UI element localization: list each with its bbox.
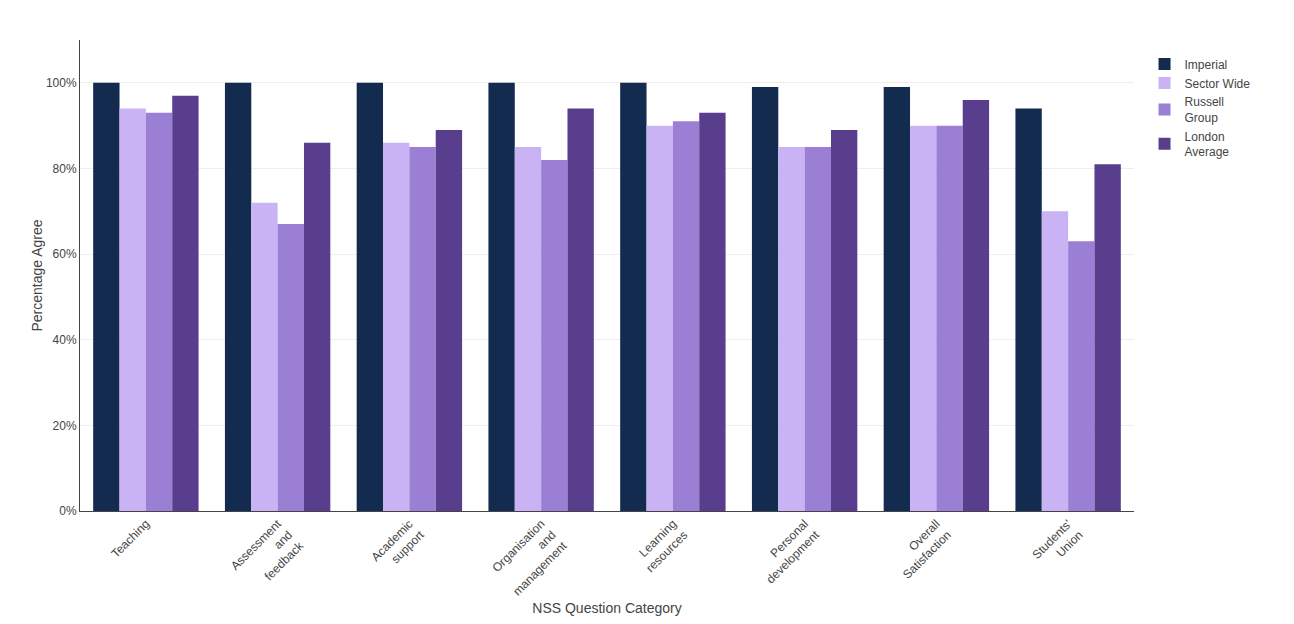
svg-text:0%: 0%: [59, 504, 77, 518]
svg-text:Assessmentandfeedback: Assessmentandfeedback: [228, 516, 307, 595]
svg-text:Learningresources: Learningresources: [632, 517, 690, 575]
svg-text:60%: 60%: [53, 247, 77, 261]
svg-text:NSS Question Category: NSS Question Category: [532, 600, 681, 616]
svg-text:RussellGroup: RussellGroup: [1185, 95, 1224, 125]
svg-text:80%: 80%: [53, 162, 77, 176]
svg-text:Imperial: Imperial: [1185, 58, 1228, 72]
svg-text:Teaching: Teaching: [108, 517, 152, 561]
svg-text:Percentage Agree: Percentage Agree: [29, 219, 45, 331]
svg-text:LondonAverage: LondonAverage: [1185, 130, 1230, 160]
svg-text:Sector Wide: Sector Wide: [1185, 77, 1251, 91]
svg-text:Students'Union: Students'Union: [1029, 517, 1085, 573]
svg-text:OverallSatisfaction: OverallSatisfaction: [889, 517, 954, 582]
svg-text:40%: 40%: [53, 333, 77, 347]
svg-text:Personaldevelopment: Personaldevelopment: [753, 516, 823, 586]
svg-text:20%: 20%: [53, 419, 77, 433]
svg-text:100%: 100%: [46, 76, 77, 90]
svg-text:Academicsupport: Academicsupport: [369, 516, 428, 575]
svg-text:Organisationandmanagement: Organisationandmanagement: [488, 516, 570, 598]
